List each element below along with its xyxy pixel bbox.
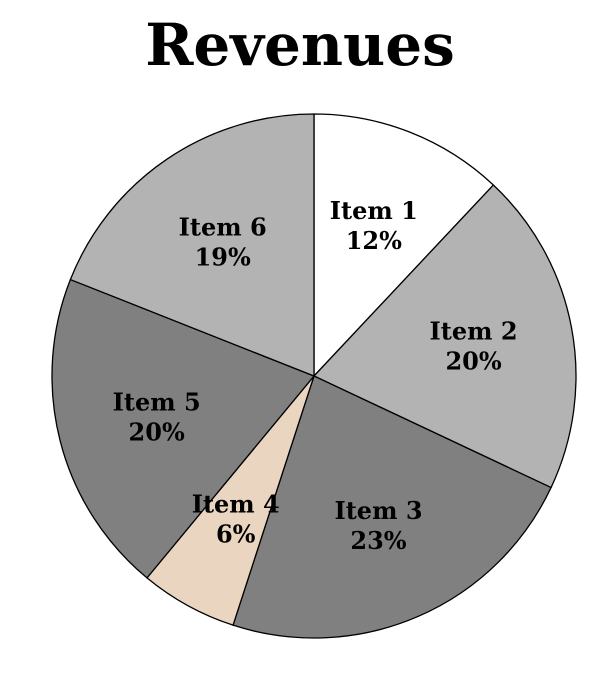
pie-slice-3 [232, 375, 552, 639]
slice-label-1: Item 1 [330, 196, 418, 225]
pie-labels: Item 112%Item 220%Item 323%Item 46%Item … [113, 196, 518, 555]
chart-title: Revenues [145, 11, 455, 79]
slice-label-4: Item 4 [192, 489, 280, 518]
pie-slice-5 [51, 278, 315, 579]
slice-label-2: Item 2 [430, 317, 518, 346]
slice-value-label-3: 23% [350, 526, 406, 555]
pie-slice-6 [69, 113, 315, 377]
pie-slice-1 [313, 113, 495, 377]
pie-slices [51, 113, 577, 639]
pie-slice-2 [313, 184, 577, 489]
slice-value-label-1: 12% [346, 226, 402, 255]
slice-value-label-6: 19% [195, 243, 251, 272]
slice-value-label-5: 20% [129, 417, 185, 446]
slice-value-label-2: 20% [445, 347, 501, 376]
slice-label-3: Item 3 [334, 496, 422, 525]
slice-value-label-4: 6% [216, 519, 256, 548]
slice-label-5: Item 5 [113, 387, 201, 416]
slice-label-6: Item 6 [179, 213, 267, 242]
